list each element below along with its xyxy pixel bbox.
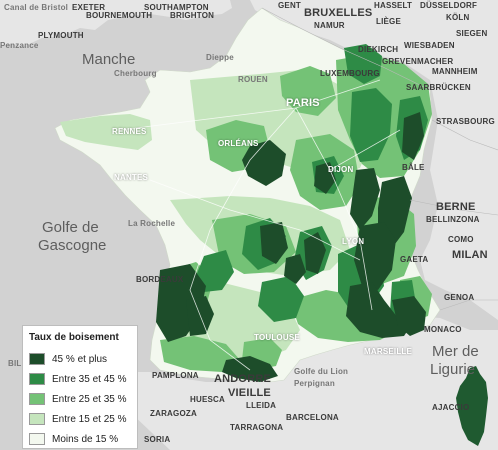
place-bale: BÂLE [402, 163, 425, 172]
legend-title: Taux de boisement [29, 332, 119, 343]
place-genoa: GENOA [444, 293, 475, 302]
place-koln: KÖLN [446, 13, 470, 22]
land-continent [110, 0, 498, 450]
place-paris: PARIS [286, 97, 320, 109]
legend-swatch-below-15 [29, 433, 45, 445]
place-lleida: LLEIDA [246, 401, 277, 410]
place-pamplona: PAMPLONA [152, 371, 199, 380]
place-plymouth: PLYMOUTH [38, 31, 84, 40]
place-liege: LIÈGE [376, 17, 402, 26]
place-grevenmacher: GREVENMACHER [382, 57, 454, 66]
place-orleans: ORLÉANS [218, 139, 259, 148]
legend-swatch-25-35 [29, 393, 45, 405]
legend-label-35-45: Entre 35 et 45 % [52, 373, 127, 385]
place-tarragona: TARRAGONA [230, 423, 284, 432]
place-dieppe: Dieppe [206, 53, 234, 62]
place-rennes: RENNES [112, 127, 147, 136]
place-andorre: ANDORRE [214, 373, 272, 385]
place-bordeaux: BORDEAUX [136, 275, 184, 284]
place-marseille: MARSEILLE [364, 347, 413, 356]
place-monaco: MONACO [424, 325, 462, 334]
place-gaeta: GAETA [400, 255, 429, 264]
legend-swatch-45-plus [29, 353, 45, 365]
place-milan: MILAN [452, 249, 488, 261]
legend-item-25-35: Entre 25 et 35 % [29, 389, 131, 409]
sea-mer-line1: Mer de [432, 343, 479, 360]
place-bruxelles: BRUXELLES [304, 7, 373, 19]
legend-label-45-plus: 45 % et plus [52, 353, 108, 365]
legend-swatch-35-45 [29, 373, 45, 385]
place-golfe-lion: Golfe du Lion [294, 367, 349, 376]
legend-item-45-plus: 45 % et plus [29, 349, 131, 369]
sea-golfe-line2: Gascogne [38, 237, 107, 254]
place-larochelle: La Rochelle [128, 219, 176, 228]
place-southampton: SOUTHAMPTON [144, 3, 209, 12]
land-corsica [456, 366, 488, 446]
place-zaragoza: ZARAGOZA [150, 409, 197, 418]
country-borders [261, 7, 498, 311]
place-strasbourg: STRASBOURG [436, 117, 495, 126]
place-wiesbaden: WIESBADEN [404, 41, 455, 50]
place-canal-bristol: Canal de Bristol [4, 3, 69, 12]
place-luxembourg: LUXEMBOURG [320, 69, 380, 78]
zone-45-plus [156, 112, 426, 382]
place-dijon: DIJON [328, 165, 354, 174]
place-huesca: HUESCA [190, 395, 225, 404]
place-dusseldorf: DÜSSELDORF [420, 1, 478, 10]
place-lyon: LYON [342, 237, 365, 246]
legend-label-below-15: Moins de 15 % [52, 433, 119, 445]
place-como: COMO [448, 235, 474, 244]
legend-item-below-15: Moins de 15 % [29, 429, 131, 449]
legend-swatch-15-25 [29, 413, 45, 425]
place-namur: NAMUR [314, 21, 345, 30]
place-exeter: EXETER [72, 3, 106, 12]
place-vieille: VIEILLE [228, 387, 271, 399]
place-penzance: Penzance [0, 41, 39, 50]
legend-label-25-35: Entre 25 et 35 % [52, 393, 127, 405]
sea-golfe-line1: Golfe de [42, 219, 99, 236]
place-cherbourg: Cherbourg [114, 69, 157, 78]
sea-mer-line2: Ligurie [430, 361, 476, 378]
place-hasselt: HASSELT [374, 1, 413, 10]
place-bournemouth: BOURNEMOUTH [86, 11, 153, 20]
place-barcelona: BARCELONA [286, 413, 339, 422]
place-mannheim: MANNHEIM [432, 67, 478, 76]
place-brighton: BRIGHTON [170, 11, 215, 20]
legend-item-15-25: Entre 15 et 25 % [29, 409, 131, 429]
place-saarbrucken: SAARBRÜCKEN [406, 83, 471, 92]
place-gent: GENT [278, 1, 302, 10]
legend: Taux de boisement 45 % et plus Entre 35 … [22, 325, 138, 449]
place-bellinzona: BELLINZONA [426, 215, 480, 224]
place-nantes: NANTES [114, 173, 149, 182]
place-soria: SORIA [144, 435, 171, 444]
place-berne: BERNE [436, 201, 476, 213]
roads [119, 79, 401, 371]
place-toulouse: TOULOUSE [254, 333, 300, 342]
sea-manche: Manche [82, 51, 136, 68]
place-siegen: SIEGEN [456, 29, 488, 38]
place-rouen: ROUEN [238, 75, 268, 84]
place-perpignan: Perpignan [294, 379, 335, 388]
place-ajaccio: AJACCIO [432, 403, 470, 412]
legend-label-15-25: Entre 15 et 25 % [52, 413, 127, 425]
land-england [0, 0, 232, 46]
place-diekirch: DIEKIRCH [358, 45, 399, 54]
legend-item-35-45: Entre 35 et 45 % [29, 369, 131, 389]
